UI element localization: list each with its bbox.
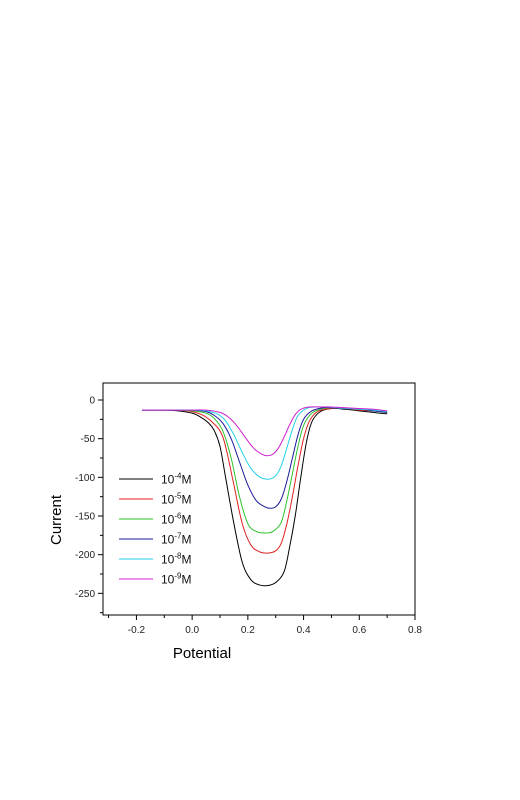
x-axis-title: Potential [173, 645, 231, 662]
y-tick-label: -100 [75, 473, 95, 484]
x-tick-label: 0.6 [352, 625, 366, 636]
y-tick-label: -250 [75, 589, 95, 600]
x-axis: -0.2 0.0 0.2 0.4 0.6 0.8 [108, 615, 422, 636]
y-tick-label: -50 [81, 434, 96, 445]
x-tick-label: 0.2 [241, 625, 255, 636]
x-tick-label: 0.8 [408, 625, 422, 636]
y-tick-label: -200 [75, 550, 95, 561]
plot-frame [102, 382, 416, 616]
x-tick-label: -0.2 [128, 625, 146, 636]
legend-label-2: 10-6M [161, 512, 191, 527]
series-line-1 [141, 407, 388, 554]
legend-label-3: 10-7M [161, 532, 191, 547]
legend: 10-4M 10-5M 10-6M 10-7M 10-8M 10-9M [119, 472, 191, 587]
x-tick-label: 0.4 [297, 625, 311, 636]
legend-label-0: 10-4M [161, 472, 191, 487]
y-tick-label: -150 [75, 512, 95, 523]
series-line-4 [141, 406, 388, 480]
x-tick-label: 0.0 [185, 625, 199, 636]
legend-label-1: 10-5M [161, 492, 191, 507]
series-layer [141, 406, 388, 587]
y-axis-title: Current [48, 494, 65, 545]
y-axis: 0 -50 -100 -150 -200 -250 [75, 396, 103, 614]
legend-label-5: 10-9M [161, 572, 191, 587]
y-tick-label: 0 [89, 396, 95, 407]
legend-label-4: 10-8M [161, 552, 191, 567]
series-line-5 [141, 406, 388, 457]
